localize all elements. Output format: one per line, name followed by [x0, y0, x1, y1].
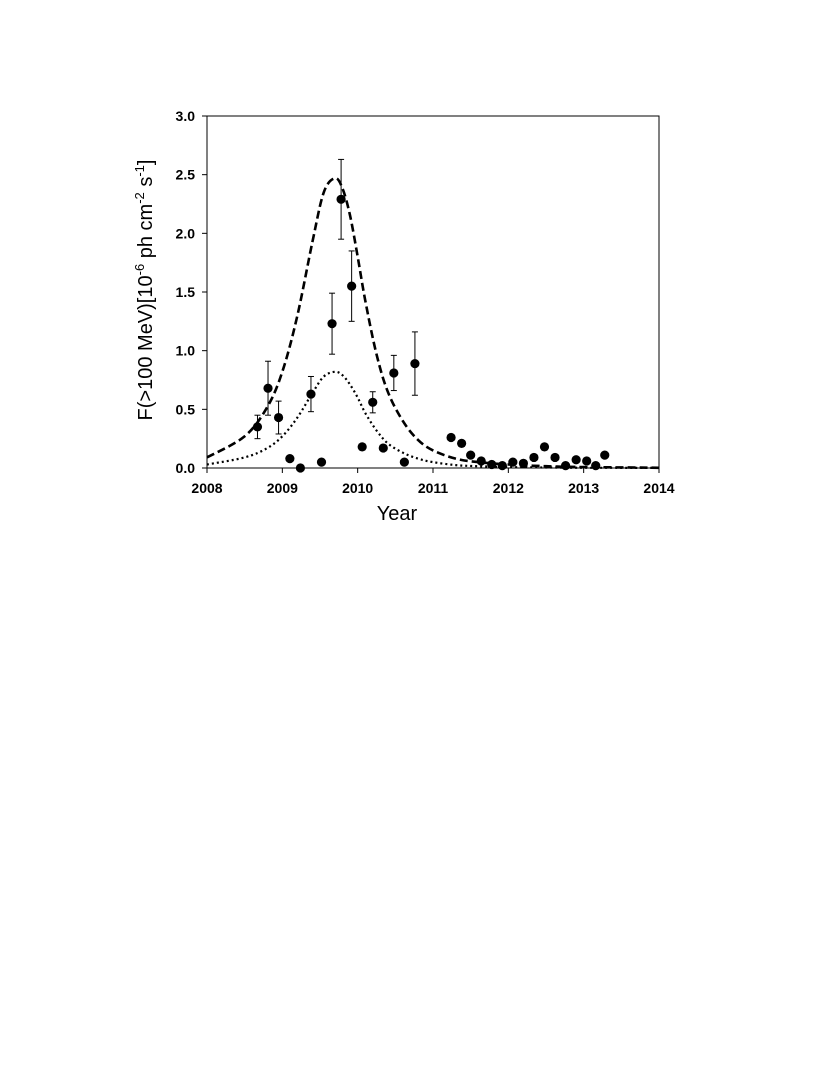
- x-axis-ticks: 2008 2009 2010 2011 2012 2013 2014: [191, 468, 675, 496]
- data-point: [263, 383, 273, 393]
- model-curves: [206, 176, 660, 470]
- y-tick-label: 0.5: [176, 401, 196, 417]
- data-point: [368, 397, 378, 407]
- x-tick-label: 2008: [191, 480, 222, 496]
- data-point: [306, 389, 316, 399]
- data-point: [457, 438, 467, 448]
- data-point: [347, 281, 357, 291]
- data-point: [410, 358, 420, 369]
- data-point: [539, 442, 550, 452]
- data-point: [550, 452, 560, 463]
- data-points: [252, 194, 610, 473]
- x-tick-label: 2012: [493, 480, 524, 496]
- error-bars: [254, 158, 418, 440]
- data-point: [295, 463, 306, 473]
- data-point: [582, 456, 592, 466]
- data-point: [389, 368, 399, 378]
- y-axis-title-part: F(>100 MeV)[10: [135, 275, 157, 420]
- data-point: [336, 194, 346, 204]
- y-axis-title-part: ]: [135, 160, 157, 166]
- data-point: [476, 456, 486, 466]
- data-point: [273, 412, 284, 423]
- data-point: [591, 461, 601, 471]
- data-point: [571, 455, 581, 465]
- data-point: [497, 461, 507, 471]
- data-point: [316, 457, 327, 467]
- y-axis-title-part: ph cm: [135, 204, 157, 264]
- data-point: [285, 454, 295, 464]
- y-axis-title-part: -6: [132, 264, 147, 276]
- y-tick-label: 3.0: [176, 108, 196, 124]
- data-point: [487, 459, 497, 470]
- y-tick-label: 0.0: [176, 460, 196, 476]
- data-point: [508, 457, 518, 467]
- x-tick-label: 2011: [418, 480, 449, 496]
- x-tick-label: 2009: [267, 480, 298, 496]
- y-tick-label: 2.0: [176, 225, 196, 241]
- x-tick-label: 2014: [643, 480, 674, 496]
- data-point: [600, 450, 610, 460]
- y-axis-title: F(>100 MeV)[10-6 ph cm-2 s-1]: [132, 160, 157, 421]
- data-point: [327, 319, 337, 329]
- y-tick-label: 1.5: [176, 284, 196, 300]
- y-axis-title-part: -2: [132, 192, 147, 204]
- y-axis-ticks: 0.0 0.5 1.0 1.5 2.0 2.5 3.0: [176, 108, 207, 476]
- y-tick-label: 1.0: [176, 343, 196, 359]
- data-point: [378, 443, 388, 453]
- x-tick-label: 2013: [568, 480, 599, 496]
- x-tick-label: 2010: [342, 480, 373, 496]
- x-axis-title: Year: [377, 503, 418, 525]
- y-tick-label: 2.5: [176, 167, 196, 183]
- data-point: [252, 422, 263, 432]
- data-point: [518, 458, 529, 468]
- data-point: [357, 442, 367, 452]
- data-point: [560, 461, 571, 471]
- y-axis-title-part: -1: [132, 165, 147, 177]
- data-point: [446, 432, 456, 443]
- dashed-model-curve: [206, 176, 660, 470]
- data-point: [399, 457, 409, 467]
- y-axis-title-part: s: [135, 177, 157, 193]
- data-point: [529, 452, 539, 463]
- data-point: [466, 450, 476, 460]
